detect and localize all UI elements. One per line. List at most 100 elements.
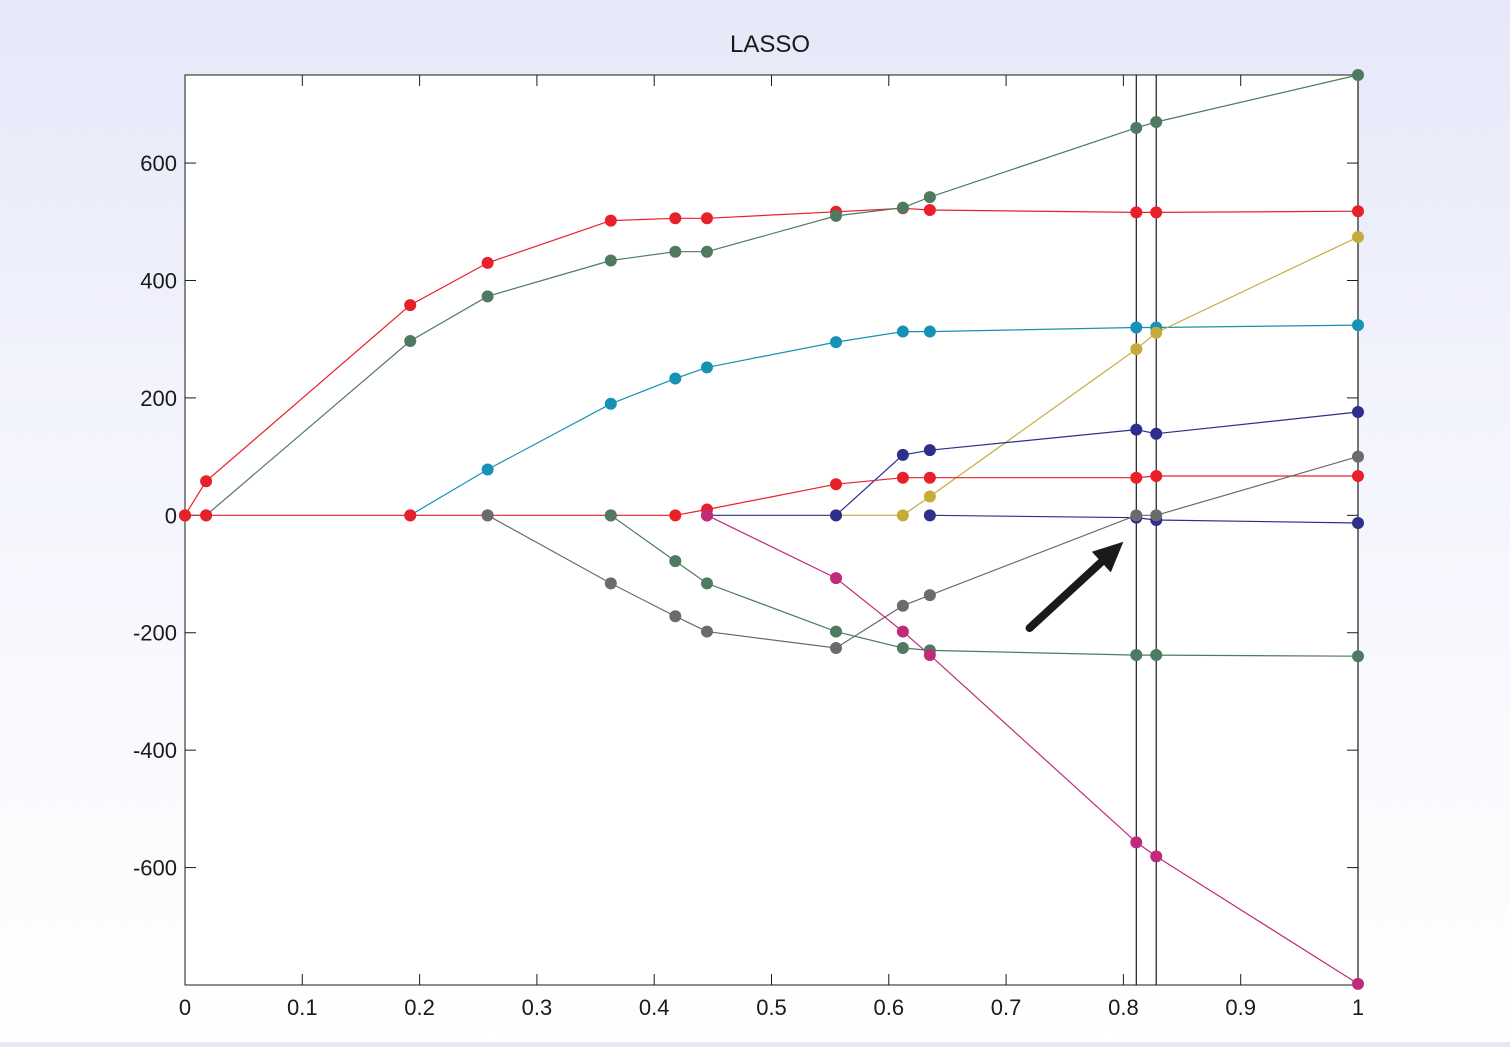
x-tick-label: 0.9 — [1225, 995, 1256, 1020]
data-point — [700, 509, 713, 522]
y-tick-label: -400 — [133, 738, 177, 763]
data-point — [923, 471, 936, 484]
data-point — [1352, 205, 1364, 218]
y-tick-label: -200 — [133, 621, 177, 646]
y-tick-label: 200 — [140, 386, 177, 411]
data-point — [200, 475, 213, 488]
series-line — [487, 456, 1359, 649]
data-point — [1150, 326, 1163, 339]
data-point — [896, 642, 909, 655]
y-tick-label: 400 — [140, 268, 177, 293]
data-point — [1130, 649, 1143, 662]
data-point — [923, 325, 936, 338]
arrow-head — [1091, 541, 1124, 573]
data-point — [1150, 509, 1163, 522]
data-point — [1150, 206, 1163, 219]
x-tick-label: 0.6 — [874, 995, 905, 1020]
data-point — [1352, 405, 1364, 418]
data-point — [830, 478, 843, 491]
data-point — [604, 577, 617, 590]
data-point — [923, 649, 936, 662]
data-point — [1352, 469, 1364, 482]
data-point — [1352, 69, 1364, 81]
y-tick-label: 0 — [165, 503, 177, 528]
data-point — [1130, 471, 1143, 484]
data-point — [896, 448, 909, 461]
data-point — [669, 610, 682, 623]
y-tick-label: 600 — [140, 151, 177, 176]
x-tick-label: 0.1 — [287, 995, 318, 1020]
data-point — [896, 201, 909, 214]
data-point — [830, 572, 843, 585]
x-tick-label: 0 — [179, 995, 191, 1020]
data-point — [896, 599, 909, 612]
data-point — [1352, 450, 1364, 463]
data-point — [1130, 343, 1143, 356]
x-tick-label: 0.7 — [991, 995, 1022, 1020]
data-point — [1150, 115, 1163, 128]
series-line — [836, 236, 1359, 516]
axis-ticks: 0 0.1 0.2 0.3 0.4 0.5 0.6 0.7 0.8 0.9 1 -600 -400 -20… — [133, 75, 1364, 1020]
data-point — [669, 212, 682, 225]
data-point — [1130, 321, 1143, 334]
data-point — [700, 577, 713, 590]
data-point — [481, 290, 494, 303]
data-point — [896, 471, 909, 484]
data-point — [481, 256, 494, 269]
data-point — [830, 209, 843, 222]
data-point — [604, 254, 617, 267]
data-point — [700, 625, 713, 638]
series-line — [929, 514, 1359, 524]
data-point — [604, 214, 617, 227]
data-point — [1130, 206, 1143, 219]
data-point — [179, 509, 191, 522]
data-point — [700, 212, 713, 225]
data-point — [1130, 836, 1143, 849]
x-tick-label: 0.5 — [756, 995, 787, 1020]
series-points — [179, 69, 1364, 990]
data-point — [404, 509, 417, 522]
vertical-lines — [1135, 75, 1359, 985]
data-point — [481, 463, 494, 476]
chart-title: LASSO — [730, 31, 810, 58]
data-point — [1352, 516, 1364, 529]
data-point — [200, 509, 213, 522]
data-point — [1130, 121, 1143, 134]
data-point — [604, 509, 617, 522]
data-point — [923, 444, 936, 457]
data-point — [923, 589, 936, 602]
data-point — [830, 509, 843, 522]
data-point — [1130, 423, 1143, 436]
data-point — [830, 336, 843, 349]
data-point — [1150, 850, 1163, 863]
data-point — [669, 372, 682, 385]
x-tick-label: 0.2 — [404, 995, 435, 1020]
data-point — [1150, 469, 1163, 482]
data-point — [404, 299, 417, 312]
data-point — [1150, 427, 1163, 440]
data-point — [669, 245, 682, 258]
data-point — [1352, 650, 1364, 663]
data-point — [830, 625, 843, 638]
data-point — [896, 325, 909, 338]
y-tick-label: -600 — [133, 856, 177, 881]
data-point — [923, 490, 936, 503]
x-tick-label: 0.4 — [639, 995, 670, 1020]
data-point — [1352, 319, 1364, 332]
data-point — [1352, 231, 1364, 244]
plot-area — [184, 74, 1359, 986]
data-point — [700, 361, 713, 374]
data-point — [1352, 977, 1364, 990]
data-point — [669, 555, 682, 568]
data-point — [604, 397, 617, 410]
data-point — [830, 642, 843, 655]
arrow-shaft — [1025, 558, 1106, 633]
data-point — [669, 509, 682, 522]
data-point — [923, 191, 936, 204]
data-point — [481, 509, 494, 522]
data-point — [700, 245, 713, 258]
data-point — [1150, 649, 1163, 662]
data-point — [896, 625, 909, 638]
